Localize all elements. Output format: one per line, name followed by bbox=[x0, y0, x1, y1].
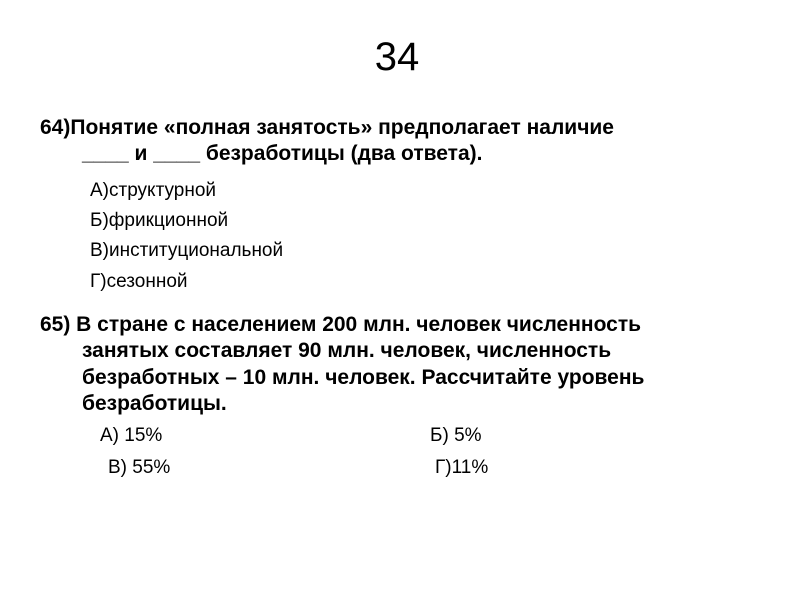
option-row-2: В) 55% Г)11% bbox=[100, 457, 754, 479]
option-65-g: Г)11% bbox=[435, 457, 754, 479]
question-64: 64)Понятие «полная занятость» предполага… bbox=[40, 115, 754, 297]
question-65-line4: безработицы. bbox=[40, 392, 227, 415]
option-65-v: В) 55% bbox=[100, 457, 435, 479]
question-65-line1: 65) В стране с населением 200 млн. челов… bbox=[40, 313, 641, 336]
option-65-a: А) 15% bbox=[100, 425, 430, 447]
option-row-1: А) 15% Б) 5% bbox=[100, 425, 754, 447]
option-64-v: В)институциональной bbox=[90, 236, 754, 266]
question-65-line2: занятых составляет 90 млн. человек, числ… bbox=[40, 339, 611, 362]
option-64-g: Г)сезонной bbox=[90, 267, 754, 297]
page-number: 34 bbox=[40, 35, 754, 80]
option-64-b: Б)фрикционной bbox=[90, 206, 754, 236]
question-64-line2: ____ и ____ безработицы (два ответа). bbox=[40, 142, 482, 165]
question-64-line1: 64)Понятие «полная занятость» предполага… bbox=[40, 116, 614, 139]
question-65-line3: безработных – 10 млн. человек. Рассчитай… bbox=[40, 366, 644, 389]
question-64-options: А)структурной Б)фрикционной В)институцио… bbox=[40, 176, 754, 298]
option-64-a: А)структурной bbox=[90, 176, 754, 206]
question-65-text: 65) В стране с населением 200 млн. челов… bbox=[40, 312, 754, 417]
question-64-text: 64)Понятие «полная занятость» предполага… bbox=[40, 115, 754, 168]
question-65: 65) В стране с населением 200 млн. челов… bbox=[40, 312, 754, 479]
question-65-options: А) 15% Б) 5% В) 55% Г)11% bbox=[40, 425, 754, 479]
option-65-b: Б) 5% bbox=[430, 425, 754, 447]
